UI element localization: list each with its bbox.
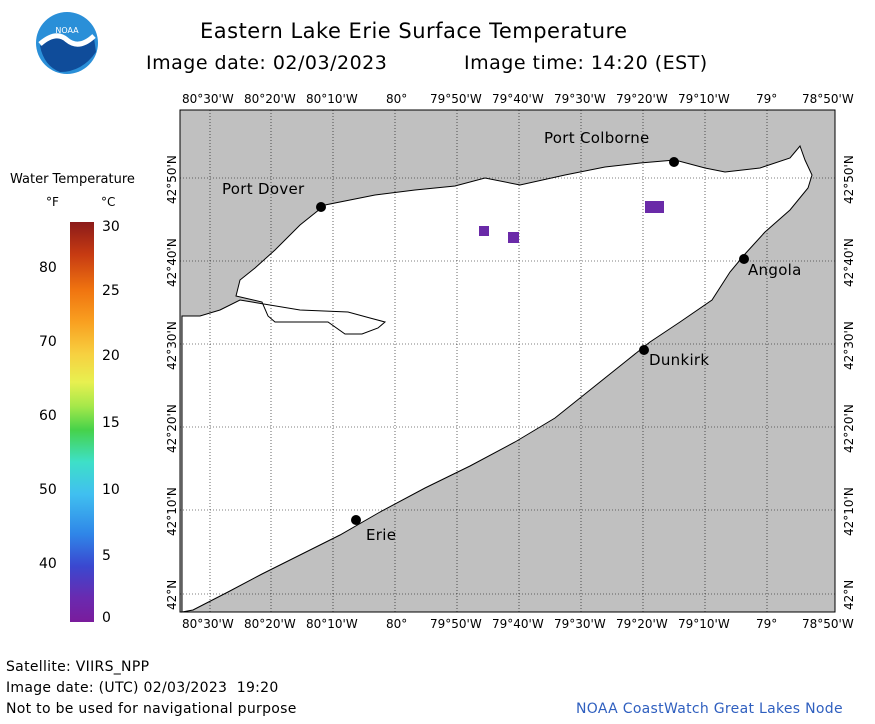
lon-label-bottom: 78°50'W [802,617,854,631]
lake-erie-water [181,145,813,613]
legend-f-tick: 80 [39,260,57,276]
lon-label-top: 79°50'W [430,92,482,106]
legend-f-tick: 40 [39,556,57,572]
legend-c-tick: 25 [102,283,120,299]
utc-date-info: Image date: (UTC) 02/03/2023 19:20 [6,680,279,696]
place-label-port-colborne: Port Colborne [544,129,650,147]
place-label-erie: Erie [366,526,397,544]
lon-label-top: 80°30'W [182,92,234,106]
temperature-pixel [508,232,519,243]
city-marker-angola [739,254,749,264]
legend-title: Water Temperature [10,172,135,187]
legend-unit-c: °C [101,195,116,209]
city-marker-port-colborne [669,157,679,167]
image-date: Image date: 02/03/2023 [146,52,388,74]
lon-label-top: 79°10'W [678,92,730,106]
lon-label-bottom: 80°10'W [306,617,358,631]
lon-label-top: 78°50'W [802,92,854,106]
lon-label-top: 80°10'W [306,92,358,106]
color-bar [70,222,94,622]
lon-label-top: 79° [756,92,778,106]
lat-grid [180,177,835,595]
credit-label: NOAA CoastWatch Great Lakes Node [576,701,843,717]
image-time: Image time: 14:20 (EST) [464,52,708,74]
legend-c-tick: 20 [102,348,120,364]
temperature-pixel [479,226,489,236]
place-label-port-dover: Port Dover [222,180,305,198]
legend-unit-f: °F [46,195,59,209]
legend-f-tick: 70 [39,334,57,350]
legend-c-tick: 5 [102,548,111,564]
lon-label-bottom: 80° [386,617,408,631]
lon-label-top: 79°40'W [492,92,544,106]
legend-c-tick: 10 [102,482,120,498]
satellite-info: Satellite: VIIRS_NPP [6,659,150,675]
legend-c-tick: 30 [102,219,120,235]
place-label-angola: Angola [748,261,802,279]
lon-label-bottom: 79°10'W [678,617,730,631]
lon-label-top: 79°30'W [554,92,606,106]
lon-label-bottom: 79° [756,617,778,631]
legend-f-tick: 60 [39,408,57,424]
lon-label-bottom: 80°30'W [182,617,234,631]
temperature-pixel [645,201,664,213]
place-label-dunkirk: Dunkirk [649,351,710,369]
lon-label-bottom: 79°20'W [616,617,668,631]
city-marker-dunkirk [639,345,649,355]
legend-f-tick: 50 [39,482,57,498]
disclaimer: Not to be used for navigational purpose [6,701,297,717]
legend-c-tick: 15 [102,415,120,431]
lon-label-top: 80° [386,92,408,106]
lon-label-bottom: 80°20'W [244,617,296,631]
lon-label-bottom: 79°30'W [554,617,606,631]
legend-c-tick: 0 [102,610,111,626]
lon-label-top: 80°20'W [244,92,296,106]
city-marker-port-dover [316,202,326,212]
lon-label-bottom: 79°40'W [492,617,544,631]
map-title: Eastern Lake Erie Surface Temperature [200,19,628,43]
lon-label-top: 79°20'W [616,92,668,106]
city-marker-erie [351,515,361,525]
lon-label-bottom: 79°50'W [430,617,482,631]
